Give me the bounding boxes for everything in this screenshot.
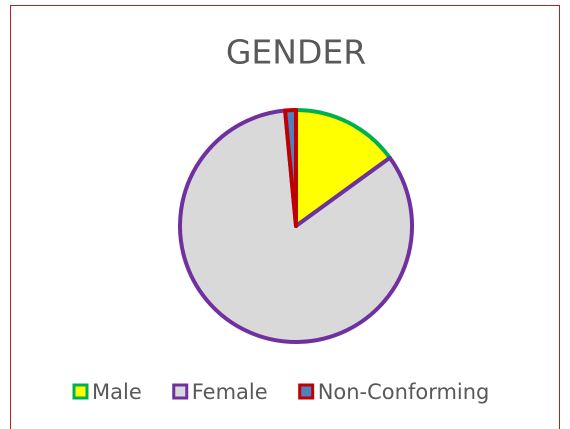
legend-swatch [298, 383, 315, 400]
legend-swatch [172, 383, 189, 400]
chart-title: GENDER [226, 33, 366, 72]
legend-label: Female [192, 380, 268, 404]
pie-slice [294, 108, 392, 228]
pie-slice [283, 108, 298, 228]
legend-label: Male [92, 380, 142, 404]
legend-swatch [72, 383, 89, 400]
legend-label: Non-Conforming [318, 380, 490, 404]
